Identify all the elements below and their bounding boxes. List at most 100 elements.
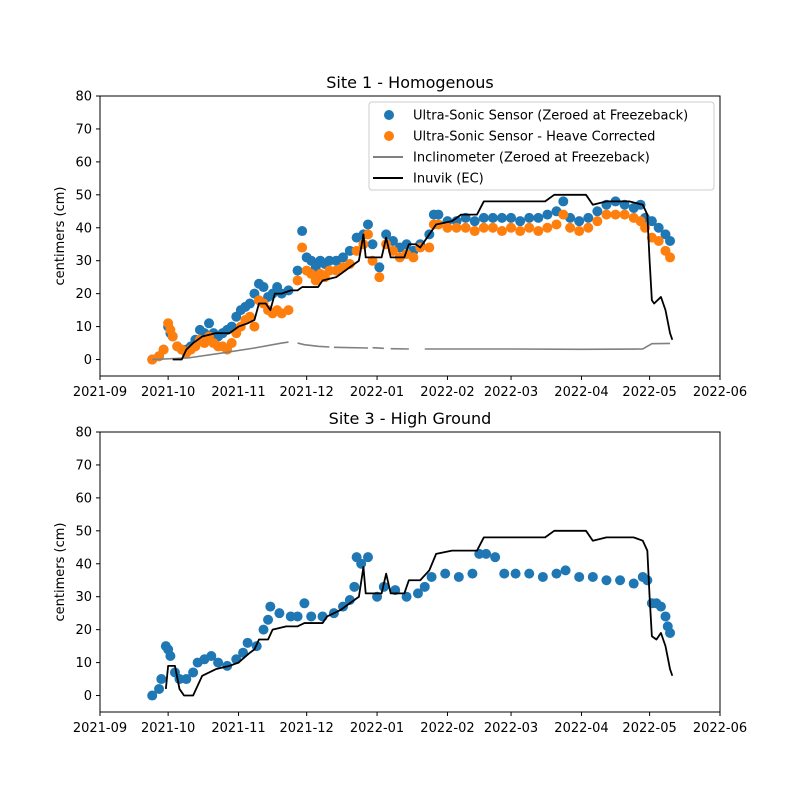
y-tick-label: 60 — [75, 155, 92, 170]
data-point — [515, 216, 526, 227]
data-point — [419, 581, 430, 592]
data-point — [574, 226, 585, 237]
y-tick-label: 70 — [75, 122, 92, 137]
data-point — [515, 226, 526, 237]
data-point — [154, 683, 165, 694]
data-point — [583, 222, 594, 233]
data-point — [292, 611, 303, 622]
x-tick-label: 2022-03 — [484, 385, 538, 400]
y-tick-label: 80 — [75, 90, 92, 105]
data-point — [481, 548, 492, 559]
data-point — [565, 222, 576, 233]
data-point — [226, 338, 237, 349]
data-point — [542, 222, 553, 233]
legend-label: Inuvik (EC) — [413, 172, 484, 187]
data-point — [451, 222, 462, 233]
data-point — [496, 212, 507, 223]
data-point — [351, 245, 362, 256]
data-point — [374, 262, 385, 273]
data-point — [244, 311, 255, 322]
data-point — [592, 216, 603, 227]
data-point — [408, 252, 419, 263]
data-point — [587, 571, 598, 582]
data-point — [424, 242, 435, 253]
data-point — [306, 611, 317, 622]
data-point — [601, 209, 612, 220]
axes-frame — [99, 95, 721, 377]
data-point — [533, 226, 544, 237]
data-point — [574, 571, 585, 582]
legend-label: Inclinometer (Zeroed at Freezeback) — [413, 151, 650, 166]
data-point — [537, 571, 548, 582]
series-4 — [172, 193, 674, 361]
x-tick-label: 2021-11 — [211, 385, 265, 400]
data-point — [338, 252, 348, 263]
data-point — [283, 305, 294, 316]
y-tick-label: 10 — [75, 656, 92, 671]
data-point — [506, 212, 517, 223]
data-point — [558, 196, 569, 207]
data-point — [181, 674, 192, 685]
y-axis-label: centimers (cm) — [53, 523, 68, 622]
x-tick-label: 2022-05 — [622, 721, 676, 736]
data-point — [265, 601, 276, 612]
data-point — [601, 575, 612, 586]
data-point — [665, 252, 676, 263]
axes-frame — [99, 431, 721, 713]
series-line — [164, 529, 674, 697]
data-point — [642, 575, 653, 586]
x-tick-label: 2022-04 — [554, 385, 608, 400]
data-point — [490, 552, 501, 563]
data-point — [496, 226, 507, 237]
data-point — [381, 229, 392, 240]
data-point — [560, 565, 571, 576]
x-tick-label: 2021-10 — [141, 385, 195, 400]
data-point — [440, 568, 451, 579]
data-point — [660, 611, 671, 622]
data-point — [551, 568, 562, 579]
data-point — [274, 608, 285, 619]
y-tick-label: 80 — [75, 426, 92, 441]
data-point — [619, 209, 630, 220]
x-tick-label: 2022-01 — [350, 385, 404, 400]
data-point — [655, 601, 666, 612]
data-point — [362, 219, 373, 230]
legend-label: Ultra-Sonic Sensor - Heave Corrected — [413, 130, 655, 145]
data-point — [362, 229, 373, 240]
data-point — [249, 321, 260, 332]
legend-label: Ultra-Sonic Sensor (Zeroed at Freezeback… — [413, 109, 688, 124]
data-point — [469, 216, 480, 227]
data-point — [615, 575, 626, 586]
series-2 — [147, 209, 676, 365]
data-point — [610, 209, 621, 220]
y-tick-label: 20 — [75, 287, 92, 302]
chart-panel-1: 0 10 20 30 40 50 60 70 80 2021-09 2021-10 2021-11 20… — [53, 73, 747, 400]
y-tick-label: 40 — [75, 221, 92, 236]
y-tick-label: 10 — [75, 320, 92, 335]
series-line — [297, 342, 330, 348]
data-point — [453, 571, 464, 582]
data-point — [242, 637, 253, 648]
data-point — [147, 690, 158, 701]
data-point — [628, 578, 639, 589]
y-tick-label: 30 — [75, 590, 92, 605]
data-point — [442, 222, 453, 233]
data-point — [467, 568, 478, 579]
data-point — [469, 226, 480, 237]
data-point — [665, 627, 676, 638]
data-point — [558, 209, 569, 220]
data-point — [487, 212, 498, 223]
y-tick-label: 30 — [75, 254, 92, 269]
data-point — [401, 239, 412, 250]
x-tick-label: 2021-09 — [73, 385, 127, 400]
y-axis-label: centimers (cm) — [53, 187, 68, 286]
x-tick-label: 2022-04 — [554, 721, 608, 736]
data-point — [297, 242, 308, 253]
data-point — [297, 226, 308, 237]
legend-marker — [384, 131, 394, 141]
data-point — [506, 222, 517, 233]
data-point — [292, 265, 303, 276]
data-point — [156, 674, 167, 685]
data-point — [499, 568, 510, 579]
series-line — [372, 346, 384, 350]
